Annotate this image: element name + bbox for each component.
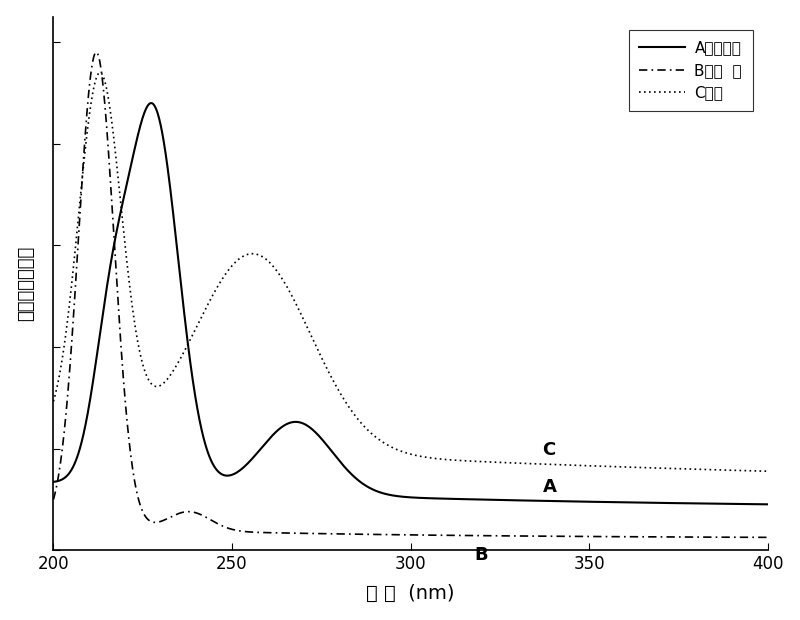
A原药块体	[85, 397, 94, 405]
A原药块体	[378, 489, 387, 497]
A原药块体	[49, 478, 58, 485]
Line: B纳米  棒: B纳米 棒	[54, 52, 767, 538]
X-axis label: 波 长  (nm): 波 长 (nm)	[366, 584, 454, 603]
C微粒	[396, 448, 406, 455]
Y-axis label: 吸收（相对值）: 吸收（相对值）	[17, 246, 34, 321]
A原药块体	[396, 493, 406, 500]
B纳米  棒	[611, 533, 621, 541]
B纳米  棒	[378, 531, 387, 538]
A原药块体	[762, 500, 772, 508]
C微粒	[742, 467, 752, 474]
Text: A: A	[542, 478, 557, 496]
B纳米  棒	[85, 78, 94, 86]
Text: B: B	[474, 546, 488, 564]
Line: C微粒: C微粒	[54, 73, 767, 471]
C微粒	[611, 463, 621, 471]
B纳米  棒	[91, 48, 101, 56]
B纳米  棒	[762, 534, 772, 541]
C微粒	[95, 69, 105, 76]
B纳米  棒	[742, 534, 752, 541]
A原药块体	[146, 99, 156, 107]
C微粒	[742, 467, 752, 474]
Text: C: C	[542, 441, 556, 459]
A原药块体	[742, 500, 752, 508]
B纳米  棒	[396, 531, 406, 539]
C微粒	[378, 438, 387, 445]
C微粒	[49, 397, 58, 405]
Legend: A原药块体, B纳米  棒, C微粒: A原药块体, B纳米 棒, C微粒	[629, 30, 753, 112]
A原药块体	[611, 498, 621, 506]
B纳米  棒	[49, 496, 58, 503]
Line: A原药块体: A原药块体	[54, 103, 767, 504]
B纳米  棒	[742, 534, 752, 541]
C微粒	[85, 107, 94, 115]
A原药块体	[742, 500, 752, 508]
C微粒	[762, 467, 772, 475]
